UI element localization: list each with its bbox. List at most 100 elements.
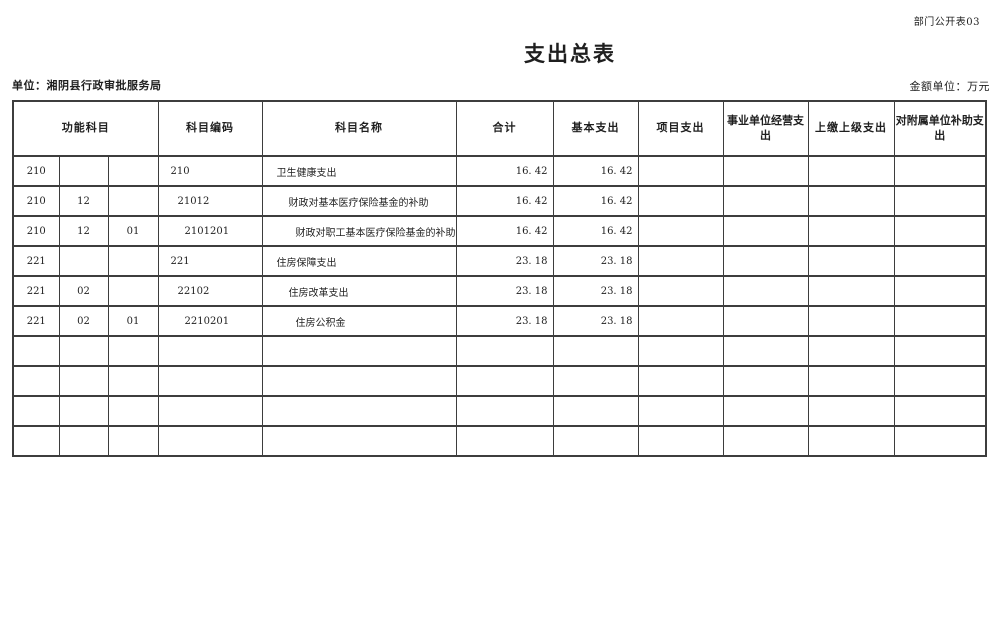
table-row: 210 12 21012 财政对基本医疗保险基金的补助 16. 42 16. 42 [12,185,987,217]
header-subject-code: 科目编码 [157,100,263,157]
cell-func-class: 221 [12,245,60,277]
cell-func-sub [58,245,109,277]
cell-affiliated-subsidy [893,245,987,277]
cell-basic [552,335,639,367]
cell-project [637,335,724,367]
cell-basic: 23. 18 [552,275,639,307]
cell-func-class: 221 [12,275,60,307]
table-row: 221 221 住房保障支出 23. 18 23. 18 [12,245,987,277]
cell-affiliated-subsidy [893,305,987,337]
cell-total: 23. 18 [455,275,554,307]
cell-business [722,425,809,457]
cell-subject-name: 财政对基本医疗保险基金的补助 [261,185,457,217]
cell-project [637,395,724,427]
cell-project [637,155,724,187]
cell-total: 23. 18 [455,245,554,277]
cell-total: 23. 18 [455,305,554,337]
cell-func-class [12,335,60,367]
cell-business [722,155,809,187]
cell-func-sub [58,425,109,457]
cell-func-class [12,425,60,457]
cell-upper-level [807,155,895,187]
cell-func-item: 01 [107,305,159,337]
doc-code-label: 部门公开表03 [913,17,980,28]
cell-upper-level [807,215,895,247]
cell-subject-code [157,395,263,427]
table-row: 210 12 01 2101201 财政对职工基本医疗保险基金的补助 16. 42 16. … [12,215,987,247]
cell-total [455,395,554,427]
page-title: 支出总表 [524,42,616,66]
cell-subject-name: 住房保障支出 [261,245,457,277]
cell-subject-code [157,335,263,367]
cell-subject-code: 2101201 [157,215,263,247]
cell-business [722,395,809,427]
table-empty-row [12,395,987,427]
cell-project [637,245,724,277]
cell-subject-name [261,425,457,457]
header-affiliated-subsidy-expenditure: 对附属单位补助支出 [893,100,987,157]
cell-func-sub: 02 [58,275,109,307]
cell-subject-name [261,395,457,427]
cell-affiliated-subsidy [893,275,987,307]
cell-project [637,425,724,457]
cell-func-sub: 12 [58,215,109,247]
cell-total [455,335,554,367]
cell-func-sub [58,365,109,397]
cell-affiliated-subsidy [893,425,987,457]
cell-func-sub: 02 [58,305,109,337]
header-upper-level-expenditure: 上缴上级支出 [807,100,895,157]
cell-affiliated-subsidy [893,185,987,217]
cell-subject-code: 210 [157,155,263,187]
cell-basic: 16. 42 [552,215,639,247]
cell-total: 16. 42 [455,155,554,187]
unit-label: 单位：湘阴县行政审批服务局 [12,79,162,92]
table-empty-row [12,335,987,367]
cell-func-class: 210 [12,215,60,247]
cell-business [722,215,809,247]
cell-subject-code: 22102 [157,275,263,307]
cell-func-class: 210 [12,185,60,217]
cell-basic: 23. 18 [552,305,639,337]
cell-affiliated-subsidy [893,395,987,427]
cell-func-class [12,395,60,427]
cell-func-class [12,365,60,397]
cell-affiliated-subsidy [893,335,987,367]
cell-subject-name [261,335,457,367]
cell-basic [552,365,639,397]
cell-func-sub [58,395,109,427]
cell-func-item: 01 [107,215,159,247]
cell-basic [552,425,639,457]
cell-basic: 16. 42 [552,155,639,187]
cell-upper-level [807,245,895,277]
amount-unit-label: 金额单位：万元 [909,80,990,93]
cell-upper-level [807,335,895,367]
cell-func-sub [58,335,109,367]
header-subject-name: 科目名称 [261,100,457,157]
cell-subject-code [157,365,263,397]
cell-subject-name: 财政对职工基本医疗保险基金的补助 [261,215,457,247]
cell-subject-name: 卫生健康支出 [261,155,457,187]
cell-subject-name [261,365,457,397]
cell-business [722,245,809,277]
cell-func-item [107,335,159,367]
cell-func-class: 221 [12,305,60,337]
cell-func-item [107,395,159,427]
cell-project [637,305,724,337]
cell-subject-code [157,425,263,457]
table-row: 210 210 卫生健康支出 16. 42 16. 42 [12,155,987,187]
cell-basic: 23. 18 [552,245,639,277]
header-basic-expenditure: 基本支出 [552,100,639,157]
cell-total [455,365,554,397]
header-functional-subject: 功能科目 [12,100,159,157]
cell-func-item [107,425,159,457]
expenditure-summary-table: 功能科目 科目编码 科目名称 合计 基本支出 项目支出 事业单位经营支出 上缴上… [12,100,988,457]
cell-total: 16. 42 [455,185,554,217]
cell-subject-code: 21012 [157,185,263,217]
cell-upper-level [807,395,895,427]
table-empty-row [12,425,987,457]
table-empty-row [12,365,987,397]
cell-upper-level [807,425,895,457]
cell-business [722,365,809,397]
cell-affiliated-subsidy [893,155,987,187]
